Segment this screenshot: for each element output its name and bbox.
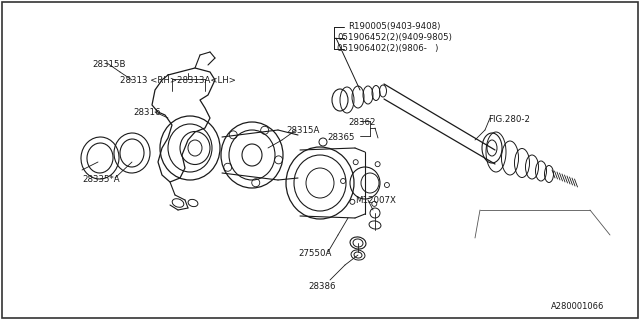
Text: 051906452(2)(9409-9805): 051906452(2)(9409-9805) [337,33,452,42]
Text: 28316: 28316 [133,108,161,117]
Text: 28386: 28386 [308,282,335,291]
Text: FIG.280-2: FIG.280-2 [488,115,530,124]
Text: 051906402(2)(9806-   ): 051906402(2)(9806- ) [337,44,438,53]
Text: 28313 <RH>28313A<LH>: 28313 <RH>28313A<LH> [120,76,236,85]
Text: M12007X: M12007X [355,196,396,205]
Text: 28365: 28365 [327,133,355,142]
Text: 28315B: 28315B [92,60,125,69]
Text: 28315A: 28315A [286,126,319,135]
Text: A280001066: A280001066 [551,302,604,311]
Text: 28362: 28362 [348,118,376,127]
Text: 28335*A: 28335*A [82,175,120,184]
Text: R190005(9403-9408): R190005(9403-9408) [348,22,440,31]
Text: 27550A: 27550A [298,249,332,258]
